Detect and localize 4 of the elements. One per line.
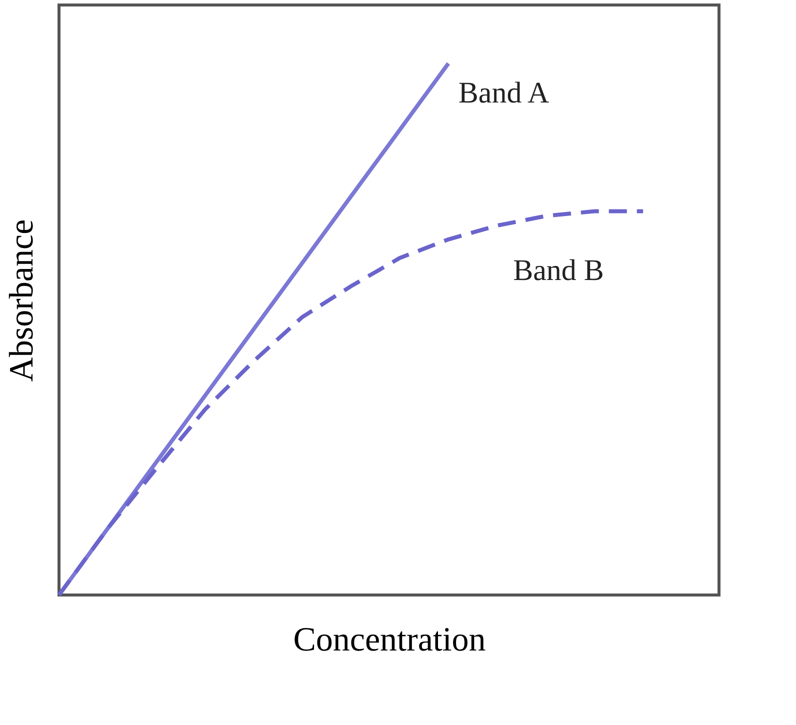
y-axis-title: Absorbance (4, 219, 40, 382)
x-axis-title: Concentration (293, 622, 486, 658)
series-label: Band B (513, 254, 604, 288)
series-label: Band A (458, 76, 550, 110)
